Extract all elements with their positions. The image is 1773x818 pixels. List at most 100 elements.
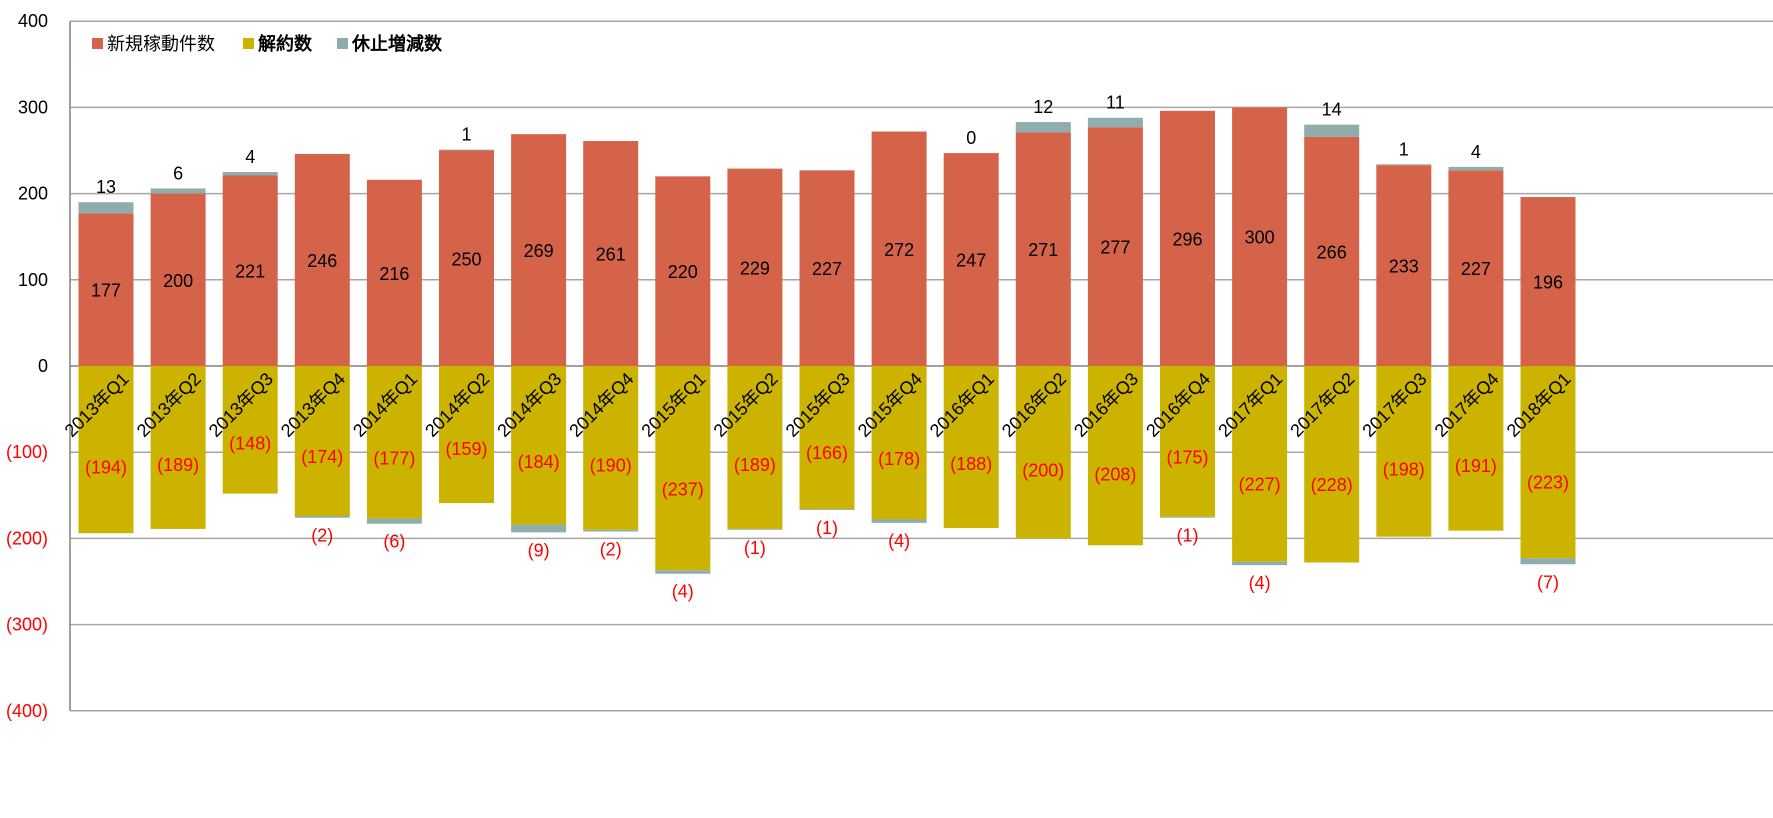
bar-cancellations — [78, 366, 134, 534]
data-label-cancellations: (237) — [662, 480, 704, 500]
data-label-new-contracts: 233 — [1389, 257, 1419, 277]
bar-new-contracts — [222, 175, 278, 366]
data-label-cancellations: (200) — [1022, 460, 1064, 480]
data-label-cancellations: (148) — [229, 434, 271, 454]
bar-new-contracts — [78, 213, 134, 366]
bar-new-contracts — [1520, 197, 1576, 366]
data-label-new-contracts: 266 — [1317, 242, 1347, 262]
y-tick-label: (100) — [6, 442, 48, 462]
bar-suspension-change — [655, 570, 711, 574]
bar-new-contracts — [1376, 165, 1432, 366]
data-label-new-contracts: 221 — [235, 262, 265, 282]
bar-new-contracts — [1304, 136, 1360, 366]
data-label-cancellations: (159) — [445, 439, 487, 459]
data-label-cancellations: (184) — [518, 452, 560, 472]
bar-cancellations — [1520, 366, 1576, 559]
data-label-suspension-change: 1 — [1399, 139, 1409, 159]
data-label-new-contracts: 227 — [1461, 259, 1491, 279]
data-label-suspension-change: (9) — [528, 540, 550, 560]
y-tick-label: 300 — [18, 97, 48, 117]
bar-suspension-change — [727, 528, 783, 530]
data-label-suspension-change: (4) — [1249, 573, 1271, 593]
bar-new-contracts — [799, 170, 855, 366]
legend-label: 休止増減数 — [351, 33, 443, 54]
bar-suspension-change — [1376, 164, 1432, 166]
data-label-cancellations: (208) — [1094, 465, 1136, 485]
data-label-suspension-change: (2) — [311, 526, 333, 546]
data-label-suspension-change: 4 — [1471, 142, 1481, 162]
legend-swatch — [337, 38, 348, 49]
legend-swatch — [92, 38, 103, 49]
bar-new-contracts — [150, 193, 206, 366]
data-label-new-contracts: 220 — [668, 262, 698, 282]
bar-new-contracts — [1232, 107, 1288, 367]
bar-new-contracts — [583, 141, 639, 366]
bar-suspension-change — [1520, 558, 1576, 565]
bar-new-contracts — [1015, 132, 1071, 366]
data-label-new-contracts: 216 — [379, 264, 409, 284]
data-label-suspension-change: (6) — [383, 532, 405, 552]
data-label-new-contracts: 196 — [1533, 273, 1563, 293]
bar-suspension-change — [871, 519, 927, 523]
bar-new-contracts — [294, 153, 350, 366]
bar-suspension-change — [294, 515, 350, 518]
y-tick-label: 400 — [18, 11, 48, 31]
data-label-cancellations: (198) — [1383, 459, 1425, 479]
bar-suspension-change — [583, 529, 639, 532]
data-label-cancellations: (194) — [85, 457, 127, 477]
bar-new-contracts — [871, 131, 927, 366]
data-label-cancellations: (228) — [1311, 475, 1353, 495]
data-label-cancellations: (190) — [590, 455, 632, 475]
bar-new-contracts — [511, 134, 567, 366]
bar-cancellations — [1087, 366, 1143, 546]
bar-cancellations — [1304, 366, 1360, 563]
data-label-suspension-change: (4) — [672, 582, 694, 602]
data-label-cancellations: (177) — [373, 449, 415, 469]
bar-cancellations — [1160, 366, 1215, 517]
bar-cancellations — [1232, 366, 1288, 562]
data-label-suspension-change: (7) — [1537, 572, 1559, 592]
data-label-cancellations: (175) — [1166, 448, 1208, 468]
legend-label: 解約数 — [258, 33, 313, 54]
data-label-suspension-change: 13 — [96, 177, 116, 197]
data-label-cancellations: (188) — [950, 454, 992, 474]
legend-swatch — [243, 38, 254, 49]
bar-cancellations — [799, 366, 855, 510]
data-label-new-contracts: 246 — [307, 251, 337, 271]
bar-suspension-change — [1015, 122, 1071, 133]
bar-suspension-change — [1087, 117, 1143, 128]
bar-cancellations — [294, 366, 350, 516]
data-label-cancellations: (166) — [806, 443, 848, 463]
bar-suspension-change — [222, 172, 278, 176]
bar-cancellations — [943, 366, 999, 529]
data-label-cancellations: (191) — [1455, 456, 1497, 476]
bar-suspension-change — [1304, 124, 1360, 137]
bar-suspension-change — [511, 524, 567, 533]
bar-suspension-change — [439, 149, 494, 151]
bar-layer — [78, 107, 1576, 574]
data-label-new-contracts: 177 — [91, 281, 121, 301]
bar-cancellations — [583, 366, 639, 530]
data-label-suspension-change: (1) — [744, 538, 766, 558]
bar-new-contracts — [943, 153, 999, 366]
data-label-cancellations: (223) — [1527, 472, 1569, 492]
bar-new-contracts — [727, 168, 783, 366]
label-layer: 177 (194) 13 200 (189) 6 221 (148) 4 246 (174) (2) 2… — [85, 93, 1569, 602]
bar-cancellations — [439, 366, 494, 504]
data-label-new-contracts: 261 — [596, 245, 626, 265]
bar-suspension-change — [1160, 516, 1215, 518]
data-label-new-contracts: 247 — [956, 251, 986, 271]
data-label-new-contracts: 300 — [1245, 228, 1275, 248]
data-label-suspension-change: 14 — [1322, 100, 1342, 120]
bar-suspension-change — [1232, 561, 1288, 566]
data-label-suspension-change: 0 — [966, 128, 976, 148]
data-label-new-contracts: 229 — [740, 258, 770, 278]
data-label-new-contracts: 200 — [163, 271, 193, 291]
data-label-new-contracts: 272 — [884, 240, 914, 260]
bar-cancellations — [1448, 366, 1504, 531]
y-tick-label: 0 — [38, 356, 48, 376]
y-tick-label: (300) — [6, 615, 48, 635]
bar-new-contracts — [1087, 127, 1143, 366]
